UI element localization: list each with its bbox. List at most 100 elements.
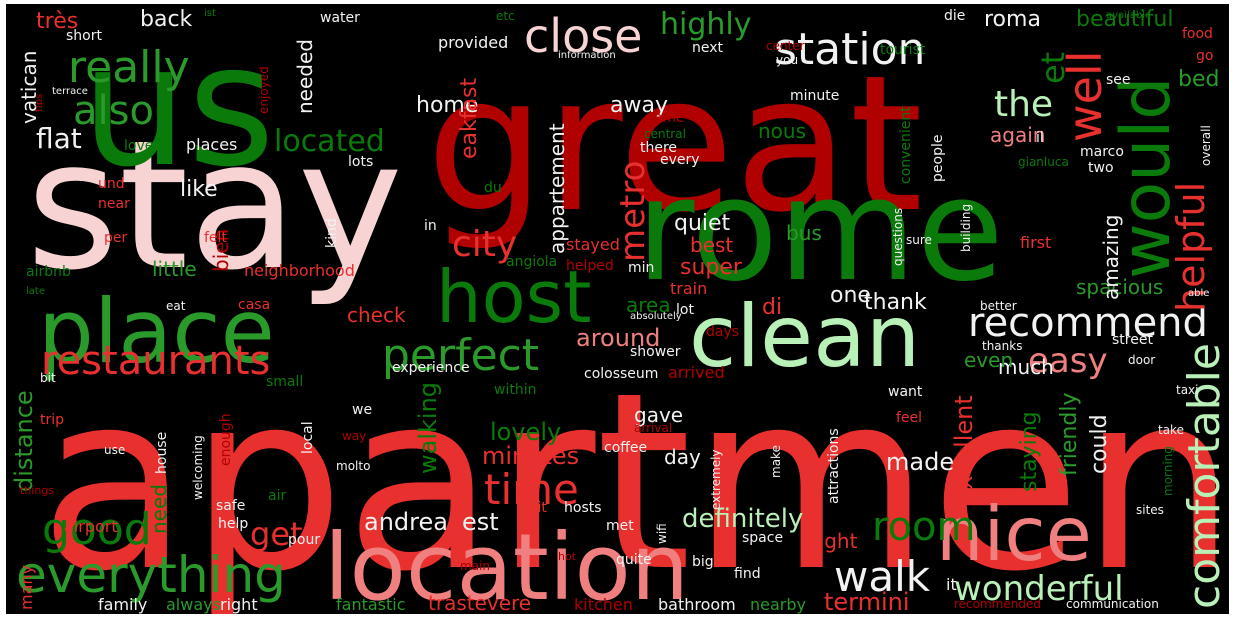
word-63: again — [990, 123, 1045, 147]
word-45: friendly — [1057, 393, 1082, 476]
word-55: always — [166, 595, 221, 614]
word-117: coffee — [604, 440, 647, 456]
word-7: place — [38, 280, 275, 383]
word-13: everything — [16, 546, 286, 604]
word-46: staying — [1017, 411, 1042, 492]
word-67: di — [762, 295, 782, 320]
word-144: feel — [896, 410, 922, 426]
word-142: street — [1112, 332, 1153, 348]
word-167: in — [424, 218, 437, 234]
word-47: could — [1087, 414, 1112, 474]
word-81: home — [416, 93, 478, 118]
word-cloud: apartment great stay rome us location clean pla… — [6, 4, 1229, 614]
word-127: met — [606, 518, 634, 534]
word-138: morning — [1161, 446, 1175, 496]
word-99: colosseum — [584, 366, 658, 382]
word-188: food — [1182, 26, 1213, 42]
word-60: bed — [1178, 67, 1219, 92]
word-97: days — [706, 324, 739, 340]
word-171: there — [640, 140, 677, 156]
word-166: du — [484, 180, 502, 196]
word-69: around — [576, 324, 660, 352]
word-129: main — [460, 559, 490, 573]
word-199: available — [1106, 10, 1151, 21]
word-132: big — [692, 554, 714, 570]
word-4: us — [81, 8, 275, 204]
word-48: termini — [824, 588, 910, 614]
word-145: arrival — [634, 421, 672, 435]
word-71: even — [964, 348, 1013, 372]
word-184: two — [1088, 160, 1114, 176]
word-29: metro — [613, 161, 653, 262]
word-114: local — [300, 421, 316, 454]
word-51: kitchen — [574, 595, 633, 614]
word-77: like — [180, 177, 218, 202]
word-123: airport — [64, 517, 118, 536]
word-105: need — [147, 484, 171, 534]
word-158: casa — [238, 297, 270, 313]
word-146: attractions — [826, 428, 842, 504]
word-90: bus — [786, 221, 822, 245]
word-96: lot — [676, 302, 694, 318]
word-6: clean — [689, 287, 920, 387]
word-68: area — [626, 293, 671, 317]
word-17: really — [68, 42, 190, 93]
word-190: die — [944, 8, 965, 24]
word-119: things — [20, 484, 54, 497]
word-14: restaurants — [41, 338, 270, 384]
word-172: every — [660, 152, 700, 168]
word-160: late — [26, 286, 45, 297]
word-42: est — [462, 508, 499, 536]
word-176: next — [692, 40, 724, 56]
word-9: nice — [936, 490, 1092, 578]
cloud-background — [6, 4, 1229, 614]
word-196: terrace — [52, 86, 88, 97]
word-26: wonderful — [954, 569, 1124, 609]
word-8: host — [436, 255, 591, 339]
word-122: help — [218, 516, 248, 532]
word-94: angiola — [506, 254, 557, 270]
word-57: many — [17, 565, 36, 610]
word-159: eat — [166, 299, 186, 313]
word-161: kind — [324, 218, 340, 248]
word-177: you — [776, 53, 798, 67]
word-86: appartement — [545, 123, 569, 254]
word-78: vatican — [17, 51, 41, 124]
word-41: andrea — [364, 508, 448, 536]
word-34: located — [274, 124, 385, 159]
word-66: one — [830, 283, 871, 308]
word-126: hosts — [564, 500, 602, 516]
word-44: made — [886, 448, 954, 476]
word-131: quite — [616, 552, 652, 568]
word-170: lots — [348, 154, 373, 170]
word-0: apartment — [39, 340, 1229, 614]
word-156: sure — [906, 233, 932, 247]
word-22: walk — [834, 552, 931, 601]
word-125: visit — [518, 500, 547, 516]
word-154: building — [959, 204, 973, 252]
word-56: right — [220, 595, 258, 614]
word-192: etc — [496, 9, 515, 23]
word-185: overall — [1199, 125, 1213, 166]
word-121: safe — [216, 498, 245, 514]
word-148: extremely — [709, 449, 723, 510]
word-151: better — [980, 299, 1017, 313]
word-54: family — [98, 595, 147, 614]
word-15: perfect — [382, 330, 539, 381]
word-115: molto — [336, 459, 370, 473]
word-102: shower — [630, 344, 681, 360]
word-175: minute — [790, 88, 839, 104]
word-58: beautiful — [1076, 7, 1173, 32]
word-165: und — [98, 176, 125, 192]
word-135: recommended — [954, 597, 1041, 611]
word-25: time — [484, 465, 579, 514]
word-195: enjoyed — [257, 66, 271, 114]
word-89: super — [680, 255, 743, 280]
word-5: location — [324, 514, 689, 614]
word-1: great — [426, 35, 923, 254]
word-12: comfortable — [1179, 343, 1229, 609]
word-183: gianluca — [1018, 155, 1069, 169]
word-2: stay — [26, 102, 403, 309]
word-16: well — [1058, 51, 1112, 142]
word-18: also — [73, 88, 154, 134]
